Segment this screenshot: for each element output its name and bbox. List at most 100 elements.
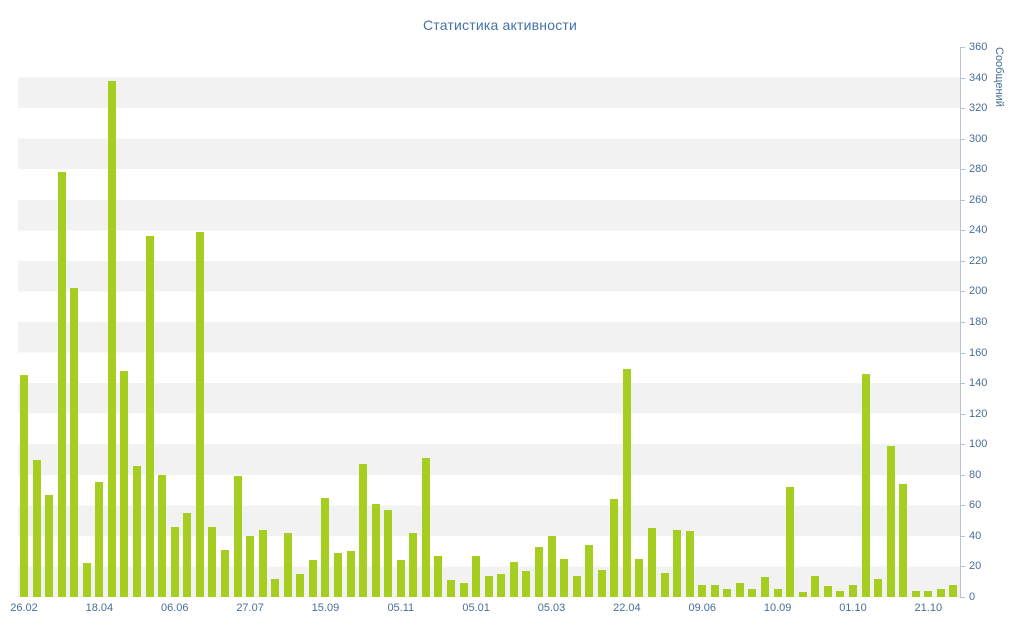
bar[interactable] [434,555,443,597]
bar[interactable] [924,590,933,597]
plot-area [18,47,960,597]
bar[interactable] [585,545,594,597]
bar[interactable] [271,578,280,597]
bar[interactable] [648,528,656,597]
bar[interactable] [195,231,204,597]
bar[interactable] [899,483,908,597]
y-tick-mark [960,474,965,476]
bar[interactable] [786,487,795,597]
bar[interactable] [359,464,368,597]
x-tick-label: 05.03 [537,602,566,614]
chart-title: Статистика активности [422,17,578,33]
y-tick-mark [960,138,965,140]
x-tick-label: 05.11 [387,602,415,614]
bar[interactable] [509,561,518,597]
bar[interactable] [811,575,820,597]
y-tick-label: 340 [969,71,988,84]
y-tick-label: 220 [969,254,988,267]
bar[interactable] [70,288,79,597]
y-tick-label: 100 [969,438,988,451]
bar[interactable] [848,584,857,597]
bar[interactable] [673,529,682,597]
x-tick-label: 09.06 [688,602,716,614]
bar[interactable] [421,457,430,597]
bar[interactable] [660,572,669,597]
bar[interactable] [484,575,493,597]
bar[interactable] [723,589,732,597]
bar[interactable] [823,586,832,597]
y-tick-mark [960,413,965,415]
bar[interactable] [911,590,920,597]
bar[interactable] [597,569,606,597]
bar[interactable] [396,560,405,597]
bar[interactable] [296,574,305,597]
bar[interactable] [685,531,694,597]
bar[interactable] [321,497,330,597]
bar[interactable] [761,577,770,597]
y-tick-mark [960,597,965,598]
bar[interactable] [497,574,506,597]
y-tick-mark [960,322,965,323]
bar[interactable] [258,529,267,597]
y-axis-title: Сообщений [993,47,1005,107]
bar[interactable] [874,578,883,597]
bar[interactable] [283,532,292,597]
bar[interactable] [698,584,707,597]
bar[interactable] [145,236,154,597]
bar[interactable] [371,503,380,597]
bar[interactable] [158,474,167,597]
bar[interactable] [547,535,556,597]
bar[interactable] [107,80,116,597]
y-tick-label: 360 [969,41,988,53]
bar[interactable] [120,370,129,597]
bar[interactable] [622,369,631,597]
bar[interactable] [82,563,91,597]
bar[interactable] [773,589,782,597]
bar[interactable] [32,459,41,597]
bar[interactable] [572,575,581,597]
bar[interactable] [459,583,468,597]
bar[interactable] [635,558,644,597]
bar[interactable] [409,532,418,597]
bar[interactable] [346,551,355,597]
bar[interactable] [170,526,179,597]
bar[interactable] [534,546,543,597]
bar[interactable] [836,590,845,597]
bar[interactable] [560,558,569,597]
y-tick-mark [960,535,965,537]
bar[interactable] [936,589,945,597]
bar[interactable] [45,494,54,597]
bar[interactable] [522,571,531,597]
bar[interactable] [710,584,719,597]
x-tick-label: 27.07 [236,602,264,614]
bar[interactable] [748,589,757,597]
bar[interactable] [610,499,619,597]
bar[interactable] [447,580,456,597]
y-tick-label: 60 [969,499,982,512]
bar[interactable] [246,535,255,597]
bar[interactable] [384,509,393,597]
y-tick-label: 180 [969,316,988,328]
bar[interactable] [20,375,28,597]
y-tick-label: 300 [969,132,988,145]
bar[interactable] [95,482,104,597]
bar[interactable] [861,373,870,597]
bar[interactable] [233,476,242,597]
y-tick-mark [960,199,965,201]
bar[interactable] [472,555,481,597]
bar[interactable] [735,583,744,597]
bar[interactable] [220,549,229,597]
bar[interactable] [886,445,895,597]
y-tick-mark [960,352,965,354]
y-tick-mark [960,260,965,262]
bar[interactable] [798,592,807,597]
bar[interactable] [308,560,317,597]
bar[interactable] [183,512,192,597]
x-tick-label: 05.01 [462,602,490,614]
bar[interactable] [208,526,217,597]
bar[interactable] [133,465,142,597]
bar[interactable] [57,172,66,597]
bar[interactable] [949,584,958,597]
bar[interactable] [334,552,342,597]
